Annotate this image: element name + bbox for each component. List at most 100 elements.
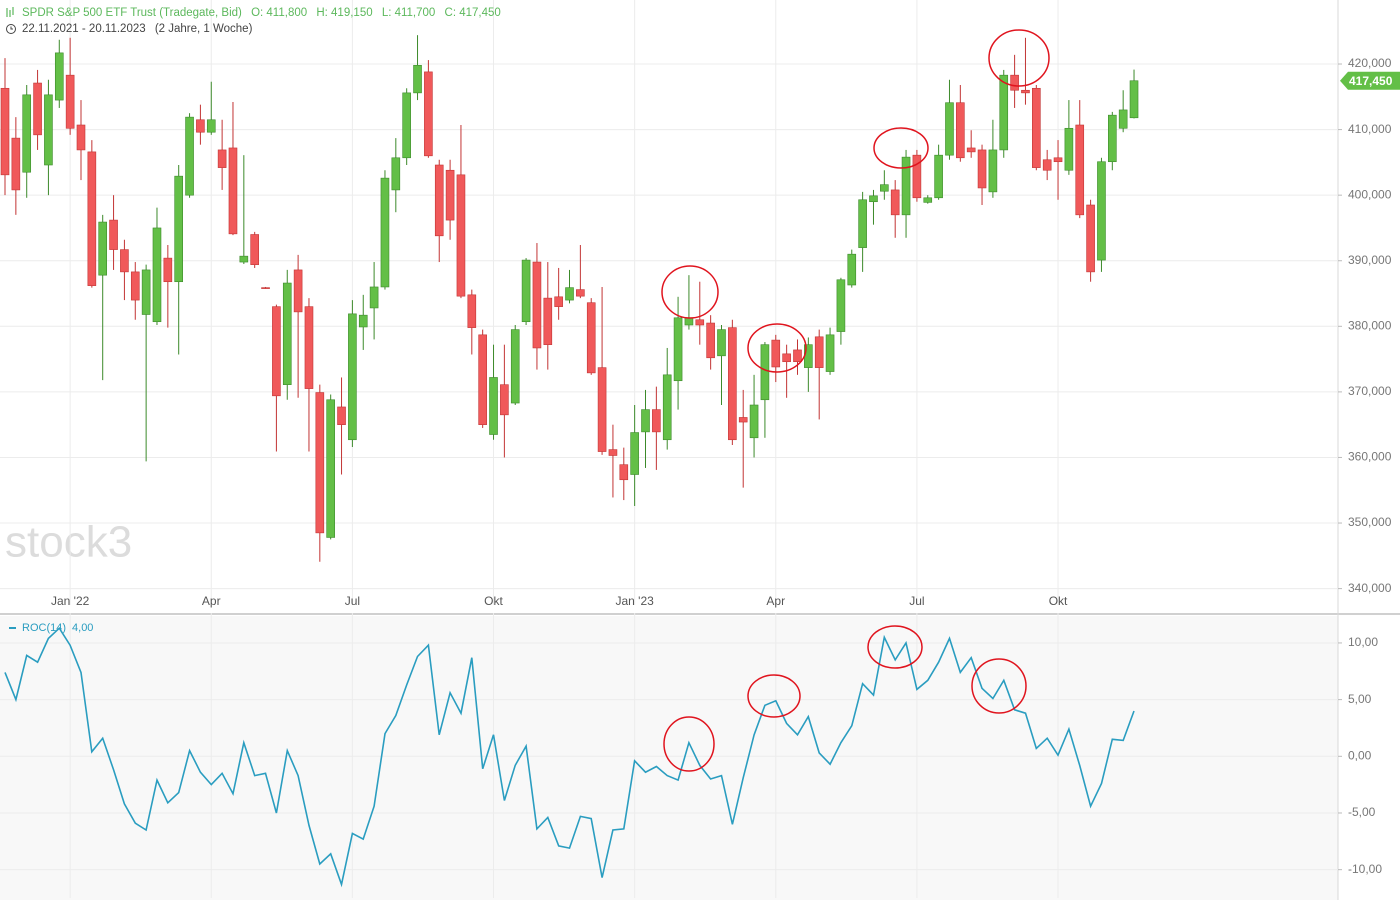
candle-body xyxy=(793,349,802,363)
candle-body xyxy=(434,164,444,237)
candle-body xyxy=(76,124,86,151)
candle-body xyxy=(304,306,314,389)
candle-body xyxy=(261,287,270,289)
candle-body xyxy=(1042,159,1052,171)
candle-body xyxy=(478,334,487,425)
candle-body xyxy=(934,154,943,199)
candle-body xyxy=(717,329,726,357)
candle-body xyxy=(152,227,162,323)
candle-body xyxy=(163,257,173,283)
candle-body xyxy=(576,289,585,297)
candle-body xyxy=(500,384,509,416)
candle-body xyxy=(966,147,976,153)
candle-body xyxy=(120,249,129,273)
chart-icon xyxy=(6,7,14,17)
candle-body xyxy=(456,174,466,297)
ohlc-low: L: 411,700 xyxy=(381,7,436,19)
highlight-circle xyxy=(663,716,715,772)
candle-body xyxy=(695,319,705,326)
candle-body xyxy=(836,279,846,332)
candle-body xyxy=(956,102,965,159)
candle-body xyxy=(782,353,791,363)
candle-body xyxy=(1108,114,1117,163)
date-range: 22.11.2021 - 20.11.2023 xyxy=(22,23,146,35)
y-tick-label: 10,00 xyxy=(1348,635,1378,649)
highlight-circle xyxy=(971,658,1027,714)
y-tick-label: 340,000 xyxy=(1348,581,1392,595)
x-tick-label: Apr xyxy=(766,594,785,608)
candle-body xyxy=(54,52,64,101)
candle-body xyxy=(760,344,770,401)
candle-body xyxy=(185,116,194,196)
candle-body xyxy=(630,432,639,475)
last-price-label: 417,450 xyxy=(1349,74,1393,88)
candle-body xyxy=(337,406,346,425)
highlight-circle xyxy=(747,323,807,373)
candle-body xyxy=(402,92,411,159)
duration: (2 Jahre, 1 Woche) xyxy=(154,23,253,35)
candle-body xyxy=(206,119,216,133)
candle-body xyxy=(174,175,183,283)
candle-body xyxy=(858,199,867,248)
candle-body xyxy=(988,149,998,193)
y-tick-label: -10,00 xyxy=(1348,862,1382,876)
highlight-circle xyxy=(661,265,719,319)
x-tick-label: Jul xyxy=(345,594,360,608)
candle-body xyxy=(391,157,401,191)
candle-body xyxy=(1021,89,1030,94)
y-tick-label: 360,000 xyxy=(1348,450,1392,464)
candle-body xyxy=(445,169,455,221)
candle-body xyxy=(728,327,737,441)
candle-body xyxy=(65,74,75,129)
candle-body xyxy=(282,282,292,385)
x-tick-label: Jul xyxy=(909,594,924,608)
candle-body xyxy=(652,409,661,433)
candle-body xyxy=(326,399,335,538)
x-tick-label: Okt xyxy=(1049,594,1068,608)
candle-body xyxy=(87,151,97,286)
candle-body xyxy=(358,314,368,328)
y-tick-label: 350,000 xyxy=(1348,515,1392,529)
indicator-line xyxy=(4,626,1135,888)
y-tick-label: 390,000 xyxy=(1348,253,1392,267)
legend-name: ROC(14) xyxy=(22,622,66,634)
candle-body xyxy=(565,287,574,301)
candle-body xyxy=(141,269,151,315)
candle-body xyxy=(217,149,227,168)
candle-body xyxy=(880,184,889,192)
candle-body xyxy=(130,271,140,301)
candle-body xyxy=(662,374,672,441)
ohlc-close: C: 417,450 xyxy=(444,7,501,19)
candle-body xyxy=(33,82,42,136)
candle-body xyxy=(1129,80,1139,119)
candle-body xyxy=(847,253,857,286)
candle-body xyxy=(999,74,1009,151)
candle-body xyxy=(771,339,781,368)
y-tick-label: 420,000 xyxy=(1348,56,1392,70)
candle-body xyxy=(532,261,542,349)
candle-body xyxy=(608,449,618,456)
candle-body xyxy=(510,329,520,404)
candle-body xyxy=(706,322,715,359)
y-tick-label: 410,000 xyxy=(1348,122,1392,136)
candle-body xyxy=(11,137,21,191)
candle-body xyxy=(1032,87,1041,168)
candle-body xyxy=(467,294,477,328)
x-tick-label: Okt xyxy=(484,594,503,608)
candle-body xyxy=(413,65,422,94)
header: SPDR S&P 500 ETF Trust (Tradegate, Bid) … xyxy=(6,5,507,37)
candle-body xyxy=(977,149,987,189)
highlight-circle xyxy=(873,127,929,169)
instrument-title: SPDR S&P 500 ETF Trust (Tradegate, Bid) xyxy=(22,7,242,19)
quote-line: SPDR S&P 500 ETF Trust (Tradegate, Bid) … xyxy=(6,5,507,21)
clock-icon xyxy=(6,24,16,34)
range-line: 22.11.2021 - 20.11.2023 (2 Jahre, 1 Woch… xyxy=(6,21,507,37)
candle-body xyxy=(1097,161,1106,261)
candle-body xyxy=(825,334,835,372)
highlight-circle xyxy=(988,29,1050,87)
y-tick-label: -5,00 xyxy=(1348,805,1376,819)
candle-body xyxy=(912,154,922,199)
